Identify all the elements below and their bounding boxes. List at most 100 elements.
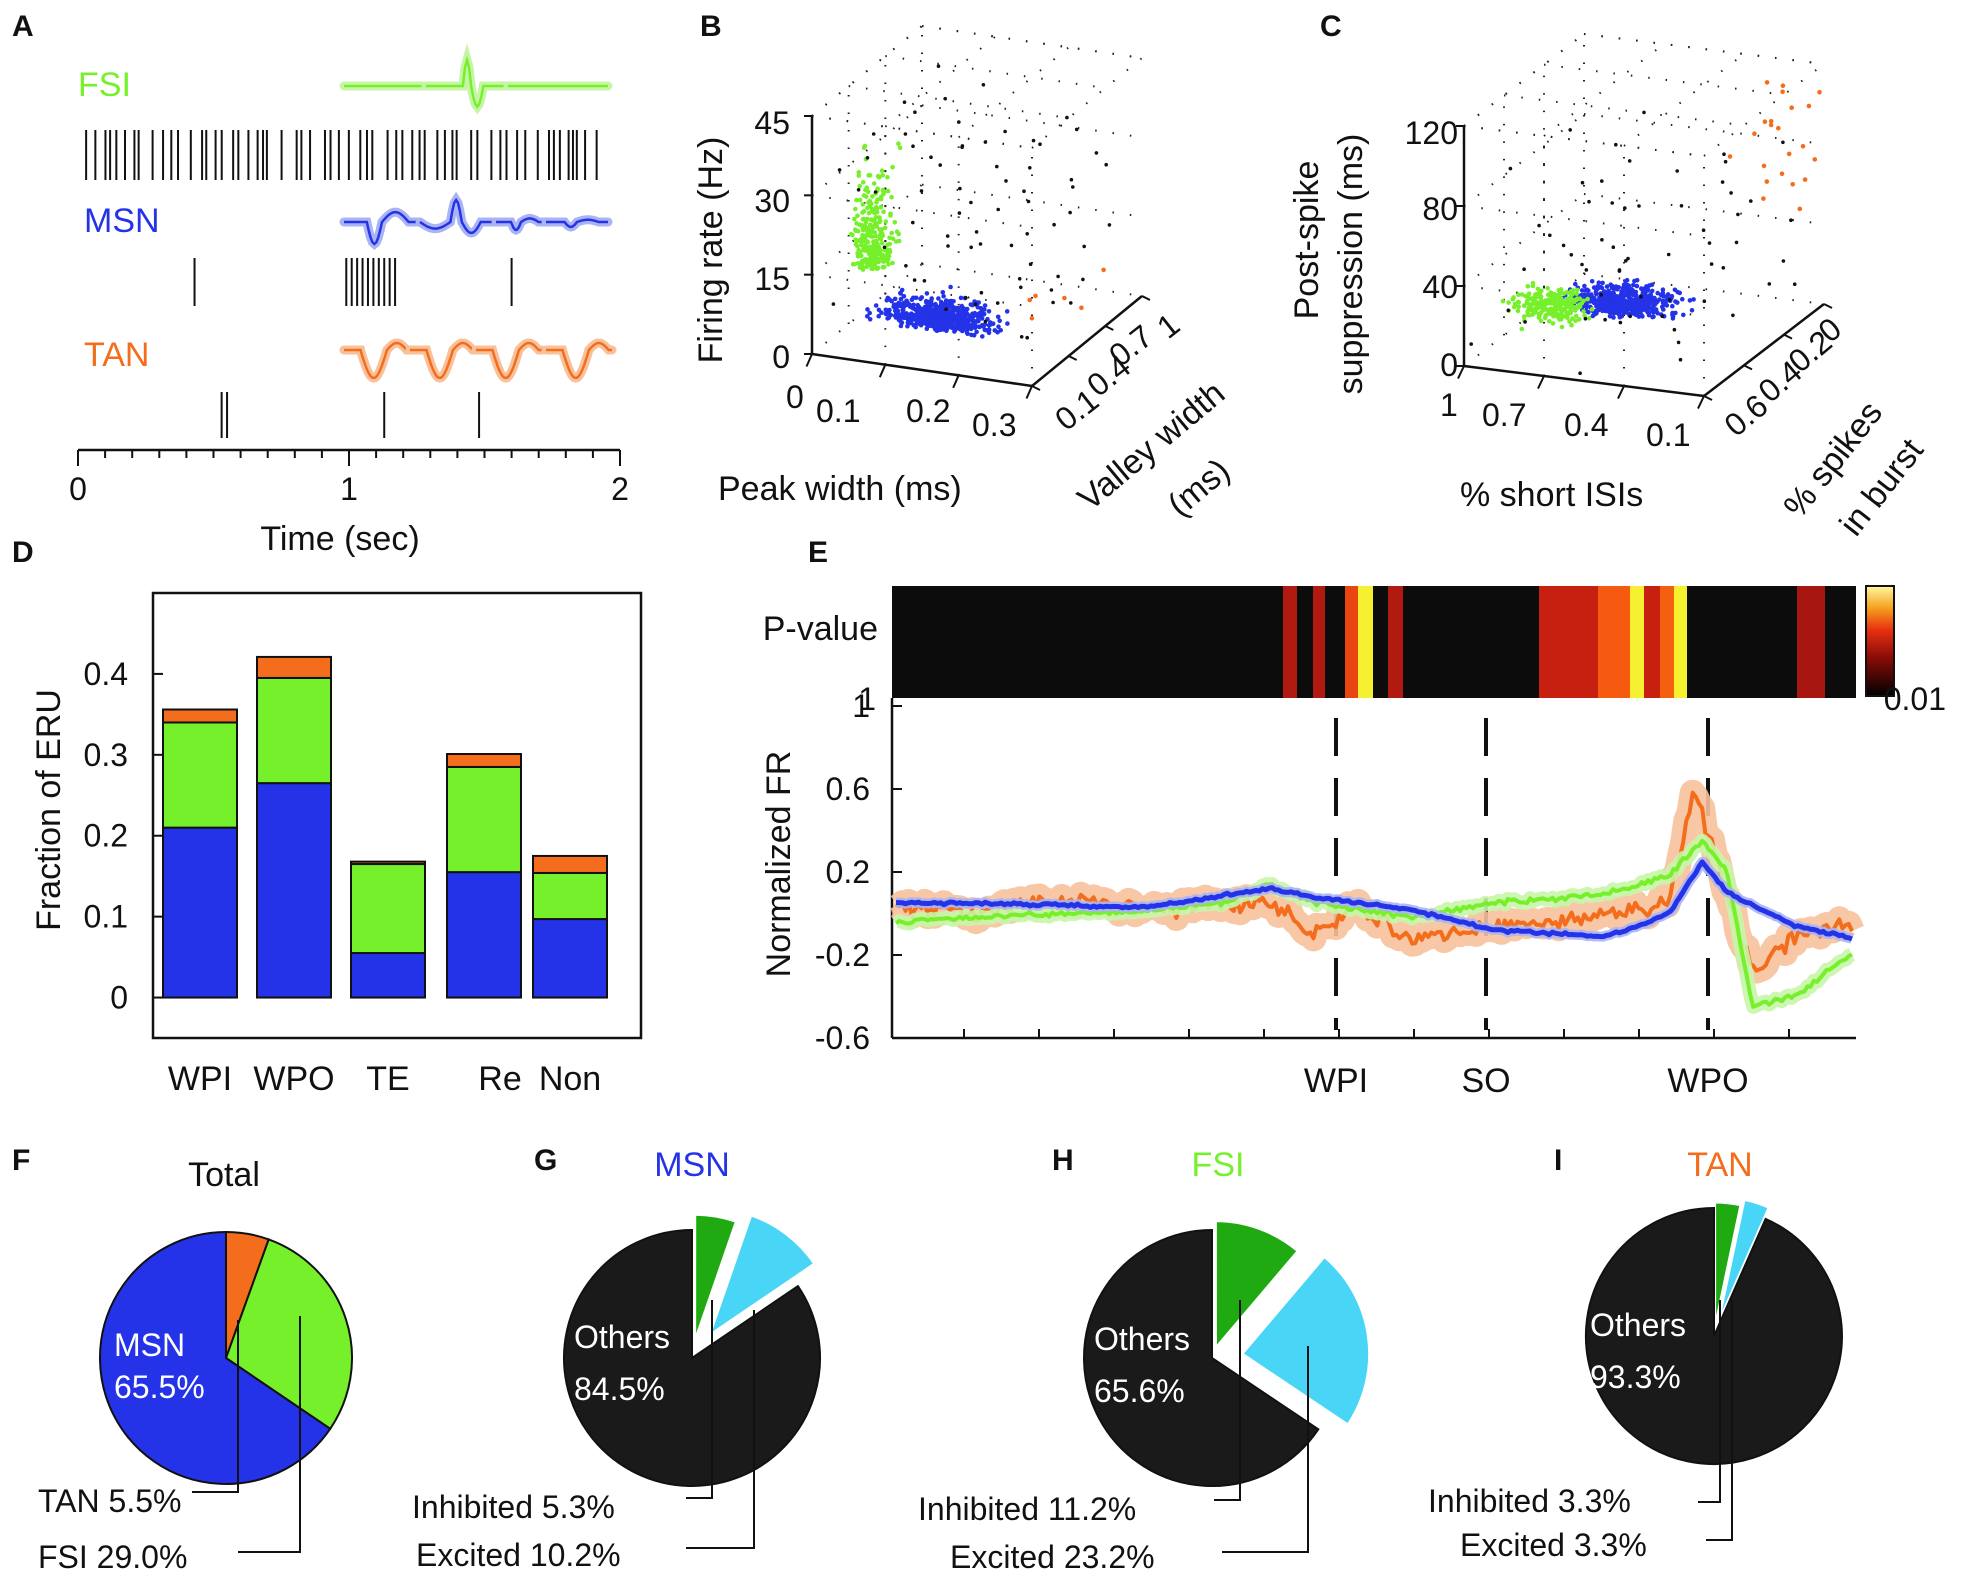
msn-point	[1596, 302, 1602, 308]
fsi-point	[896, 238, 902, 244]
msn-point	[1691, 297, 1696, 302]
tan-point	[1789, 105, 1794, 110]
grid-dots	[811, 115, 1033, 149]
grid-dots	[921, 104, 1143, 139]
fsi-point	[889, 230, 894, 236]
fsi-point	[896, 231, 901, 237]
msn-point	[1603, 294, 1609, 300]
fsi-point	[883, 248, 889, 253]
fsi-point	[880, 187, 886, 193]
fsi-point	[866, 200, 871, 205]
msn-point	[898, 296, 904, 302]
msn-point	[1643, 293, 1649, 299]
waveform-mean	[546, 218, 608, 229]
msn-point	[949, 303, 954, 308]
msn-point	[971, 321, 976, 327]
e-y-tick-label: 0.6	[826, 771, 870, 807]
fsi-point	[1568, 298, 1573, 304]
msn-point	[971, 333, 977, 338]
msn-point	[1613, 306, 1618, 312]
panel-b-3d-box	[804, 25, 1151, 399]
msn-point	[1579, 288, 1585, 293]
other-point	[1068, 210, 1072, 215]
other-point	[1065, 115, 1069, 120]
msn-point	[892, 308, 898, 314]
msn-point	[1634, 293, 1639, 298]
heatmap-bg	[892, 586, 1856, 698]
msn-point	[938, 299, 944, 305]
other-point	[946, 244, 950, 248]
other-point	[1052, 222, 1056, 227]
other-point	[1568, 128, 1572, 132]
bar-label-non: Non	[539, 1060, 601, 1098]
fsi-point	[1564, 290, 1570, 295]
tan-point	[1029, 316, 1035, 321]
msn-point	[1607, 313, 1613, 319]
b-xtick-02: 0.2	[906, 393, 950, 429]
fsi-point	[860, 210, 865, 215]
other-point	[1028, 166, 1032, 170]
msn-point	[928, 307, 934, 313]
msn-point	[929, 296, 934, 301]
fsi-point	[1586, 316, 1592, 321]
b-zlabel: Firing rate (Hz)	[692, 137, 730, 364]
other-point	[1069, 301, 1073, 305]
pie-g-leader-inh	[686, 1300, 713, 1499]
other-point	[981, 83, 986, 87]
other-point	[911, 144, 915, 148]
pvalue-label: P-value	[763, 610, 878, 648]
fsi-point	[890, 164, 895, 170]
fsi-point	[1570, 316, 1575, 321]
pvalue-strip	[1358, 586, 1373, 698]
other-point	[882, 245, 887, 250]
slice-inhibited	[1213, 1219, 1301, 1353]
pie-f-msn-pct: 65.5%	[114, 1369, 205, 1405]
panel-b-scatter	[831, 64, 1112, 340]
msn-point	[912, 315, 918, 321]
msn-point	[1621, 286, 1626, 292]
waveform-mean	[344, 341, 410, 380]
grid-dots	[1031, 57, 1143, 149]
slice-others	[1083, 1228, 1320, 1487]
tan-point	[1033, 293, 1038, 299]
grid-dots	[848, 85, 1069, 119]
other-point	[943, 96, 947, 101]
fsi-point	[1545, 285, 1550, 291]
msn-point	[1636, 303, 1641, 309]
msn-point	[941, 293, 946, 299]
other-point	[1017, 277, 1022, 281]
msn-point	[1621, 282, 1627, 288]
fsi-point	[1528, 296, 1534, 302]
tan-spike-raster	[220, 392, 481, 438]
other-point	[1026, 199, 1031, 204]
fsi-point	[854, 197, 859, 203]
box-axis	[1463, 364, 1705, 398]
waveform-shade	[471, 338, 547, 383]
other-point	[1623, 206, 1627, 210]
fsi-waveform	[339, 43, 613, 115]
msn-point	[981, 324, 986, 329]
other-point	[1642, 110, 1646, 115]
box-axis	[811, 352, 1033, 388]
msn-point	[1649, 288, 1655, 294]
grid-dots	[811, 25, 923, 117]
fsi-point	[1559, 312, 1564, 318]
grid-dots	[921, 25, 1143, 59]
msn-point	[1573, 281, 1578, 287]
box-tick	[1068, 355, 1078, 361]
fsi-point	[871, 257, 877, 262]
fsi-point	[1533, 310, 1539, 315]
pvalue-strip	[1660, 586, 1674, 698]
fsi-point	[871, 243, 877, 248]
msn-point	[1670, 312, 1675, 318]
fsi-point	[1511, 295, 1516, 300]
fsi-point	[1569, 289, 1575, 294]
fsi-point	[1567, 310, 1573, 315]
msn-point	[1594, 287, 1600, 292]
event-label-wpi: WPI	[1304, 1062, 1368, 1100]
box-tick	[878, 364, 887, 378]
pie-fsi: Others 65.6% Inhibited 11.2% Excited 23.2%	[918, 1219, 1372, 1575]
msn-point	[1670, 303, 1675, 309]
tan-point	[1768, 122, 1774, 128]
grid-dots	[1623, 53, 1745, 147]
